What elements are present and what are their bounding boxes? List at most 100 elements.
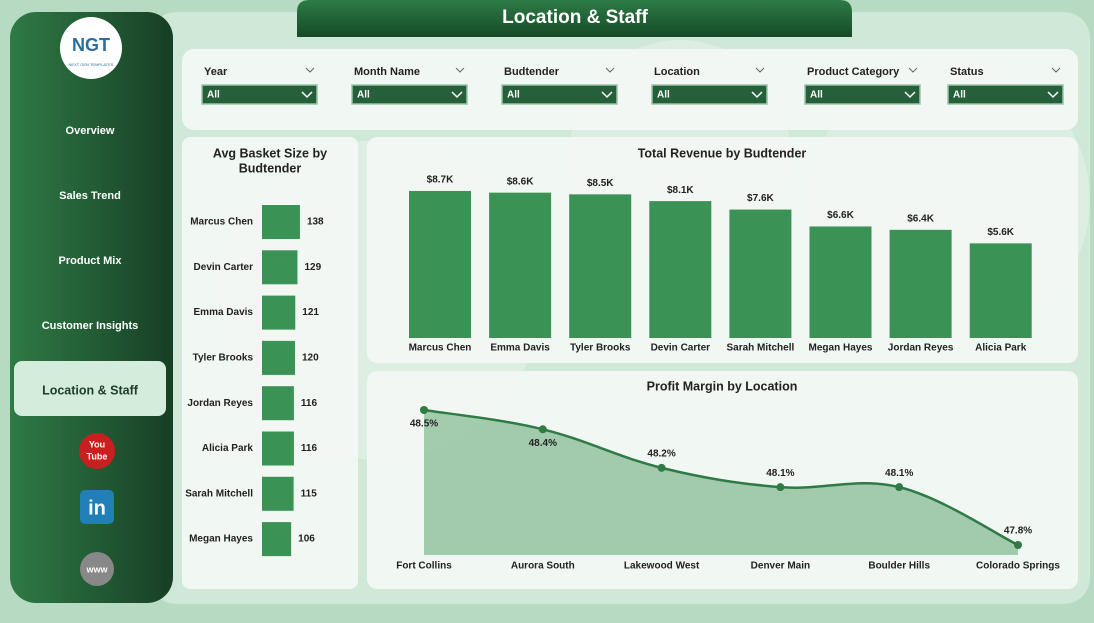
data-label: 48.5% bbox=[410, 419, 438, 430]
data-label: 48.1% bbox=[766, 468, 794, 479]
icon-text: www bbox=[85, 564, 108, 574]
dropdown-chevron bbox=[301, 91, 313, 99]
filter-value: All bbox=[357, 90, 370, 101]
chart-title: Avg Basket Size by bbox=[213, 146, 327, 160]
icon-text: Tube bbox=[87, 451, 108, 461]
y-tick-label: Tyler Brooks bbox=[193, 353, 254, 364]
filter-label: Status bbox=[950, 66, 984, 78]
filter-dropdown[interactable] bbox=[501, 84, 618, 105]
filter-label: Year bbox=[204, 66, 228, 78]
dropdown-chevron bbox=[1047, 91, 1059, 99]
data-label: $6.4K bbox=[907, 213, 934, 224]
data-label: $8.5K bbox=[587, 178, 614, 189]
filter-value: All bbox=[207, 90, 220, 101]
filter-value: All bbox=[657, 90, 670, 101]
bar bbox=[262, 295, 296, 330]
data-label: 138 bbox=[307, 217, 324, 228]
nav-item[interactable]: Sales Trend bbox=[59, 190, 121, 202]
dropdown-chevron bbox=[904, 91, 916, 99]
filter-value: All bbox=[953, 90, 966, 101]
title-tab bbox=[297, 0, 852, 37]
chart-title: Total Revenue by Budtender bbox=[638, 146, 807, 160]
data-label: 48.4% bbox=[529, 438, 557, 449]
x-tick-label: Emma Davis bbox=[490, 343, 550, 354]
x-tick-label: Jordan Reyes bbox=[888, 343, 954, 354]
data-label: $7.6K bbox=[747, 193, 774, 204]
filter-dropdown[interactable] bbox=[947, 84, 1064, 105]
filter-label: Location bbox=[654, 66, 700, 78]
point bbox=[776, 483, 785, 492]
linkedin-icon[interactable] bbox=[80, 490, 114, 524]
bar bbox=[729, 209, 792, 338]
nav-active[interactable] bbox=[14, 361, 166, 416]
filter-dropdown[interactable] bbox=[804, 84, 921, 105]
x-tick-label: Aurora South bbox=[511, 561, 575, 572]
nav-item[interactable]: Product Mix bbox=[59, 255, 123, 267]
x-tick-label: Lakewood West bbox=[624, 561, 700, 572]
y-tick-label: Emma Davis bbox=[194, 307, 254, 318]
data-label: 129 bbox=[304, 262, 321, 273]
data-label: 106 bbox=[298, 534, 315, 545]
x-tick-label: Alicia Park bbox=[975, 343, 1027, 354]
nav-item-active[interactable]: Location & Staff bbox=[42, 383, 139, 397]
chart-title: Budtender bbox=[239, 161, 302, 175]
point bbox=[420, 406, 428, 414]
data-label: 121 bbox=[302, 307, 319, 318]
logo-text: NGT bbox=[72, 35, 110, 55]
bar bbox=[262, 205, 300, 239]
sidebar bbox=[10, 12, 173, 603]
bar bbox=[809, 226, 872, 338]
filter-label: Month Name bbox=[354, 66, 420, 78]
filter-dropdown[interactable] bbox=[201, 84, 318, 105]
x-tick-label: Sarah Mitchell bbox=[726, 343, 794, 354]
data-label: $8.1K bbox=[667, 185, 694, 196]
filter-chevron bbox=[605, 67, 615, 73]
x-tick-label: Denver Main bbox=[751, 561, 810, 572]
icon-text: You bbox=[89, 439, 105, 449]
logo bbox=[60, 17, 122, 79]
dropdown-chevron bbox=[451, 91, 463, 99]
bar bbox=[889, 229, 952, 338]
icon-text: in bbox=[88, 497, 106, 519]
filter-dropdown[interactable] bbox=[651, 84, 768, 105]
data-label: $5.6K bbox=[987, 227, 1014, 238]
data-label: 116 bbox=[301, 443, 318, 454]
filter-value: All bbox=[810, 90, 823, 101]
web-icon[interactable] bbox=[80, 552, 114, 586]
data-label: $6.6K bbox=[827, 210, 854, 221]
x-tick-label: Tyler Brooks bbox=[570, 343, 631, 354]
data-label: 120 bbox=[302, 353, 319, 364]
y-tick-label: Megan Hayes bbox=[189, 534, 253, 545]
bar bbox=[489, 192, 552, 338]
data-label: 47.8% bbox=[1004, 526, 1032, 537]
filter-chevron bbox=[455, 67, 465, 73]
bar bbox=[262, 386, 294, 421]
youtube-icon[interactable] bbox=[79, 433, 115, 469]
filter-dropdown[interactable] bbox=[351, 84, 468, 105]
x-tick-label: Marcus Chen bbox=[409, 343, 472, 354]
y-tick-label: Sarah Mitchell bbox=[185, 488, 253, 499]
y-tick-label: Devin Carter bbox=[194, 262, 254, 273]
bar bbox=[262, 522, 292, 557]
filter-chevron bbox=[305, 67, 315, 73]
data-label: 116 bbox=[301, 398, 318, 409]
bar bbox=[262, 476, 294, 511]
point bbox=[657, 463, 666, 472]
point bbox=[538, 425, 547, 434]
data-label: $8.6K bbox=[507, 176, 534, 187]
y-tick-label: Alicia Park bbox=[202, 443, 254, 454]
filter-panel bbox=[182, 49, 1078, 130]
data-label: 115 bbox=[301, 488, 318, 499]
logo-subtext: NEXT GEN TEMPLATES bbox=[69, 62, 114, 67]
data-label: 48.2% bbox=[647, 448, 675, 459]
nav-item[interactable]: Customer Insights bbox=[42, 320, 139, 332]
y-tick-label: Jordan Reyes bbox=[187, 398, 253, 409]
bar bbox=[409, 190, 471, 338]
nav-item[interactable]: Overview bbox=[66, 125, 115, 137]
data-label: $8.7K bbox=[427, 175, 454, 186]
filter-chevron bbox=[1051, 67, 1061, 73]
bar bbox=[969, 243, 1032, 338]
filter-value: All bbox=[507, 90, 520, 101]
filter-chevron bbox=[755, 67, 765, 73]
